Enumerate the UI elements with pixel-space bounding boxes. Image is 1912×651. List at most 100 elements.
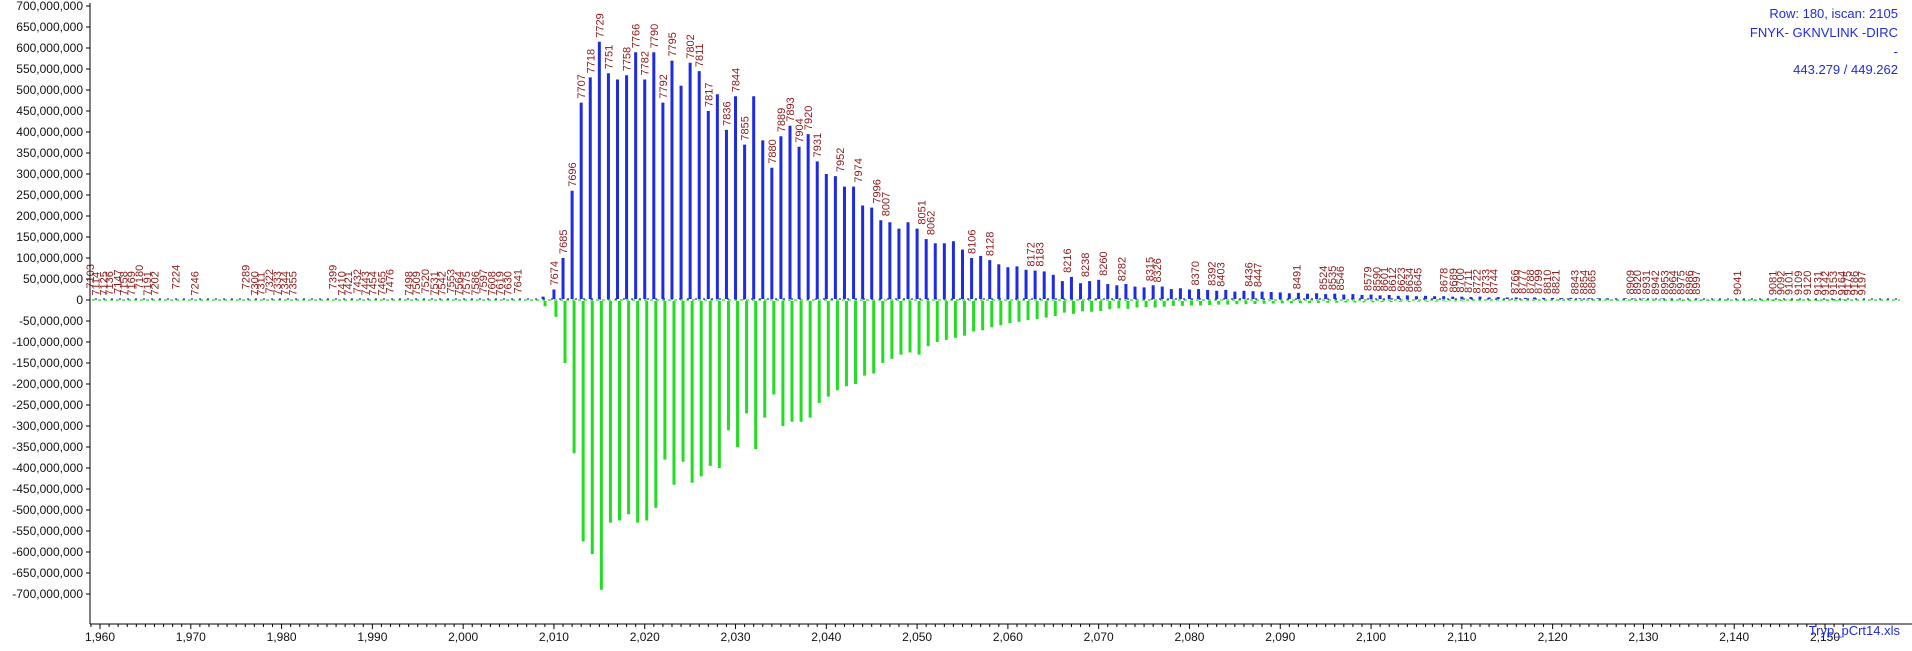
peak-label: 8744 xyxy=(1489,269,1501,293)
y-tick-label: 650,000,000 xyxy=(16,20,83,34)
peak-label: 7802 xyxy=(685,34,697,58)
peak-label: 7729 xyxy=(594,13,606,37)
x-tick-label: 2,000 xyxy=(448,630,478,644)
peak-label: 7421 xyxy=(343,271,355,295)
peak-label: 8062 xyxy=(926,211,938,235)
peak-label: 7344 xyxy=(279,271,291,295)
peak-label: 7498 xyxy=(404,271,416,295)
peak-label: 8920 xyxy=(1632,270,1644,294)
peak-label: 7790 xyxy=(649,24,661,48)
y-tick-label: 150,000,000 xyxy=(16,230,83,244)
y-tick-label: 200,000,000 xyxy=(16,209,83,223)
info-mz: 443.279 / 449.262 xyxy=(1793,62,1898,77)
info-panel: Row: 180, iscan: 2105 FNYK- GKNVLINK -DI… xyxy=(1750,6,1901,638)
y-tick-label: 550,000,000 xyxy=(16,62,83,76)
peak-label: 8623 xyxy=(1396,267,1408,291)
y-tick-label: -600,000,000 xyxy=(12,545,83,559)
y-tick-label: -650,000,000 xyxy=(12,566,83,580)
y-tick-label: 100,000,000 xyxy=(16,251,83,265)
peak-label: 9131 xyxy=(1813,271,1825,295)
peak-label: 9142 xyxy=(1820,271,1832,295)
peak-label: 8975 xyxy=(1676,270,1688,294)
peak-label: 7564 xyxy=(454,271,466,295)
y-tick-label: 400,000,000 xyxy=(16,125,83,139)
peak-label: 7597 xyxy=(478,269,490,293)
peak-label: 8645 xyxy=(1412,268,1424,292)
peak-label: 9120 xyxy=(1802,271,1814,295)
peak-label: 8634 xyxy=(1404,268,1416,292)
peak-label: 8392 xyxy=(1206,261,1218,285)
peak-label: 7410 xyxy=(337,271,349,295)
peak-label: 8777 xyxy=(1517,269,1529,293)
peak-label: 7465 xyxy=(376,271,388,295)
peak-label: 7136 xyxy=(104,271,116,295)
peak-label: 7322 xyxy=(264,269,276,293)
axes: 700,000,000 650,000,000 600,000,000 550,000… xyxy=(12,0,1912,644)
peak-label: 7399 xyxy=(327,265,339,289)
peak-label: 7509 xyxy=(411,271,423,295)
peak-label: 8986 xyxy=(1684,270,1696,294)
peak-label: 8106 xyxy=(967,230,979,254)
y-tick-label: -200,000,000 xyxy=(12,377,83,391)
y-tick-label: -50,000,000 xyxy=(19,314,83,328)
info-peptide: FNYK- GKNVLINK -DIRC xyxy=(1750,25,1898,40)
peak-label: 8788 xyxy=(1525,269,1537,293)
x-tick-label: 2,150 xyxy=(1810,630,1840,644)
x-tick-label: 2,020 xyxy=(630,630,660,644)
peak-label: 7586 xyxy=(470,271,482,295)
peak-label: 9092 xyxy=(1776,271,1788,295)
peak-label: 8733 xyxy=(1480,269,1492,293)
peak-label: 7158 xyxy=(119,271,131,295)
peak-label: 7202 xyxy=(149,271,161,295)
peak-label: 7520 xyxy=(420,269,432,293)
peak-label: 8865 xyxy=(1587,270,1599,294)
x-tick-label: 2,080 xyxy=(1174,630,1204,644)
peak-label: 7454 xyxy=(367,271,379,295)
peak-label: 7476 xyxy=(385,269,397,293)
x-tick-label: 2,100 xyxy=(1356,630,1386,644)
peak-label: 8535 xyxy=(1327,266,1339,290)
y-tick-label: 300,000,000 xyxy=(16,167,83,181)
peak-label: 7996 xyxy=(871,179,883,203)
peak-label: 9186 xyxy=(1849,271,1861,295)
peak-label: 7103 xyxy=(85,264,97,288)
peak-label: 7575 xyxy=(461,271,473,295)
peak-label: 8722 xyxy=(1471,269,1483,293)
peak-label: 8942 xyxy=(1650,270,1662,294)
peak-label: 8436 xyxy=(1243,262,1255,286)
peak-label: 9175 xyxy=(1842,271,1854,295)
peak-label: 7443 xyxy=(360,271,372,295)
peak-label: 7630 xyxy=(503,271,515,295)
x-tick-label: 2,040 xyxy=(811,630,841,644)
peak-label: 7169 xyxy=(126,271,138,295)
peak-label: 7333 xyxy=(272,271,284,295)
peak-label: 8128 xyxy=(985,232,997,256)
x-tick-label: 2,090 xyxy=(1265,630,1295,644)
y-tick-label: -450,000,000 xyxy=(12,482,83,496)
x-tick-label: 2,010 xyxy=(539,630,569,644)
peak-label: 9109 xyxy=(1793,271,1805,295)
peak-label: 9153 xyxy=(1828,271,1840,295)
x-tick-label: 1,980 xyxy=(267,630,297,644)
peak-label: 7974 xyxy=(853,158,865,182)
x-tick-label: 2,140 xyxy=(1719,630,1749,644)
peak-label: 8953 xyxy=(1659,270,1671,294)
peak-label: 8843 xyxy=(1569,270,1581,294)
peak-label: 7920 xyxy=(803,106,815,130)
peak-label: 7707 xyxy=(576,74,588,98)
peak-label: 9101 xyxy=(1784,271,1796,295)
y-tick-label: -150,000,000 xyxy=(12,356,83,370)
info-dash: - xyxy=(1894,44,1898,59)
peak-label: 7191 xyxy=(142,271,154,295)
peak-label: 7531 xyxy=(429,271,441,295)
peak-label: 8260 xyxy=(1098,251,1110,275)
peak-label: 9197 xyxy=(1856,271,1868,295)
peak-label: 8689 xyxy=(1448,268,1460,292)
peak-label: 8579 xyxy=(1362,266,1374,290)
peak-label: 7685 xyxy=(558,230,570,254)
y-tick-label: 0 xyxy=(76,293,83,307)
x-tick-label: 2,110 xyxy=(1447,630,1476,644)
x-tick-label: 2,030 xyxy=(721,630,751,644)
